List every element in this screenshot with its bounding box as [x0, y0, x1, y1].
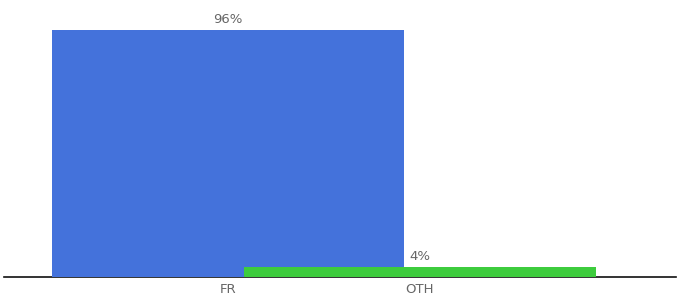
Text: 4%: 4% — [409, 250, 430, 263]
Text: 96%: 96% — [214, 13, 243, 26]
Bar — [244, 267, 596, 277]
Bar — [52, 30, 404, 277]
